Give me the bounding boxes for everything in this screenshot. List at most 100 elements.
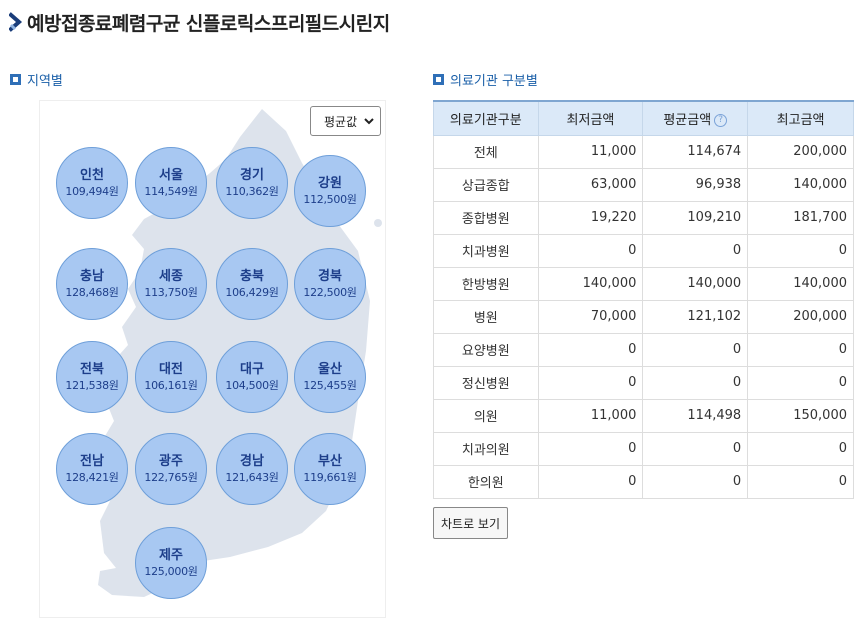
row-max: 200,000 (747, 134, 854, 169)
region-name: 세종 (159, 268, 183, 284)
institution-price-table: 의료기관구분 최저금액 평균금액? 최고금액 전체 11,000 114,674… (433, 100, 854, 499)
row-label: 정신병원 (433, 365, 539, 400)
row-avg: 109,210 (642, 200, 749, 235)
page-title: 예방접종료폐렴구균 신플로릭스프리필드시린지 (9, 9, 390, 35)
region-bubble-daejeon[interactable]: 대전 106,161원 (135, 341, 207, 413)
region-section-heading: 지역별 (10, 70, 63, 89)
region-name: 대전 (159, 361, 183, 377)
region-amount: 128,468원 (65, 285, 119, 299)
row-avg: 0 (642, 464, 749, 499)
row-max: 0 (747, 365, 854, 400)
institution-section-heading: 의료기관 구분별 (433, 70, 538, 89)
region-bubble-sejong[interactable]: 세종 113,750원 (135, 248, 207, 320)
region-amount: 110,362원 (225, 184, 279, 198)
column-header-min: 최저금액 (537, 100, 644, 136)
column-header-max: 최고금액 (747, 100, 854, 136)
square-bullet-icon (10, 74, 21, 85)
region-amount: 119,661원 (303, 470, 357, 484)
region-amount: 122,500원 (303, 285, 357, 299)
row-min: 11,000 (537, 398, 644, 433)
region-amount: 106,429원 (225, 285, 279, 299)
region-bubble-seoul[interactable]: 서울 114,549원 (135, 147, 207, 219)
row-min: 0 (537, 431, 644, 466)
page-title-text: 예방접종료폐렴구균 신플로릭스프리필드시린지 (27, 12, 390, 35)
table-row: 종합병원 19,220 109,210 181,700 (433, 200, 854, 235)
table-row: 치과병원 0 0 0 (433, 233, 854, 268)
region-bubble-chungbuk[interactable]: 충북 106,429원 (216, 248, 288, 320)
row-avg: 96,938 (642, 167, 749, 202)
region-bubble-gwangju[interactable]: 광주 122,765원 (135, 433, 207, 505)
region-name: 광주 (159, 453, 183, 469)
column-header-avg: 평균금액? (642, 100, 749, 136)
row-label: 종합병원 (433, 200, 539, 235)
row-label: 한방병원 (433, 266, 539, 301)
region-heading-text: 지역별 (27, 74, 63, 89)
region-bubble-ulsan[interactable]: 울산 125,455원 (294, 341, 366, 413)
region-amount: 121,538원 (65, 378, 119, 392)
table-row: 정신병원 0 0 0 (433, 365, 854, 400)
region-amount: 109,494원 (65, 184, 119, 198)
region-bubble-busan[interactable]: 부산 119,661원 (294, 433, 366, 505)
chevron-down-icon (364, 118, 374, 125)
row-min: 0 (537, 332, 644, 367)
view-chart-button[interactable]: 차트로 보기 (433, 507, 508, 539)
row-label: 병원 (433, 299, 539, 334)
row-max: 150,000 (747, 398, 854, 433)
region-bubble-gyeongbuk[interactable]: 경북 122,500원 (294, 248, 366, 320)
row-max: 0 (747, 431, 854, 466)
region-name: 경남 (240, 453, 264, 469)
statistic-select[interactable]: 평균값 (310, 106, 381, 136)
table-row: 상급종합 63,000 96,938 140,000 (433, 167, 854, 202)
row-max: 0 (747, 464, 854, 499)
row-avg: 121,102 (642, 299, 749, 334)
region-bubble-gangwon[interactable]: 강원 112,500원 (294, 155, 366, 227)
region-bubble-incheon[interactable]: 인천 109,494원 (56, 147, 128, 219)
row-min: 11,000 (537, 134, 644, 169)
table-row: 전체 11,000 114,674 200,000 (433, 134, 854, 169)
row-min: 0 (537, 365, 644, 400)
table-row: 요양병원 0 0 0 (433, 332, 854, 367)
row-avg: 140,000 (642, 266, 749, 301)
region-bubble-daegu[interactable]: 대구 104,500원 (216, 341, 288, 413)
row-label: 의원 (433, 398, 539, 433)
row-avg: 0 (642, 332, 749, 367)
region-name: 경북 (318, 268, 342, 284)
row-min: 140,000 (537, 266, 644, 301)
region-name: 충남 (80, 268, 104, 284)
table-row: 한방병원 140,000 140,000 140,000 (433, 266, 854, 301)
region-bubble-jeju[interactable]: 제주 125,000원 (135, 527, 207, 599)
row-max: 140,000 (747, 167, 854, 202)
row-max: 0 (747, 332, 854, 367)
region-amount: 121,643원 (225, 470, 279, 484)
region-name: 부산 (318, 453, 342, 469)
row-avg: 0 (642, 233, 749, 268)
region-name: 서울 (159, 167, 183, 183)
row-max: 200,000 (747, 299, 854, 334)
row-max: 181,700 (747, 200, 854, 235)
row-label: 치과의원 (433, 431, 539, 466)
row-avg: 0 (642, 431, 749, 466)
region-map-panel: 평균값 인천 109,494원 서울 114,549원 경기 110,362원 … (39, 100, 386, 618)
region-bubble-gyeongnam[interactable]: 경남 121,643원 (216, 433, 288, 505)
region-bubble-jeonnam[interactable]: 전남 128,421원 (56, 433, 128, 505)
row-label: 치과병원 (433, 233, 539, 268)
region-amount: 104,500원 (225, 378, 279, 392)
region-name: 전남 (80, 453, 104, 469)
row-avg: 114,674 (642, 134, 749, 169)
row-label: 전체 (433, 134, 539, 169)
region-bubble-jeonbuk[interactable]: 전북 121,538원 (56, 341, 128, 413)
table-row: 의원 11,000 114,498 150,000 (433, 398, 854, 433)
row-min: 19,220 (537, 200, 644, 235)
question-circle-icon[interactable]: ? (714, 113, 728, 127)
region-bubble-chungnam[interactable]: 충남 128,468원 (56, 248, 128, 320)
row-label: 요양병원 (433, 332, 539, 367)
region-amount: 112,500원 (303, 192, 357, 206)
region-bubble-gyeonggi[interactable]: 경기 110,362원 (216, 147, 288, 219)
column-header-category: 의료기관구분 (433, 100, 539, 136)
row-label: 한의원 (433, 464, 539, 499)
row-max: 140,000 (747, 266, 854, 301)
region-amount: 122,765원 (144, 470, 198, 484)
region-amount: 106,161원 (144, 378, 198, 392)
chevron-right-icon (9, 12, 23, 32)
table-row: 한의원 0 0 0 (433, 464, 854, 499)
